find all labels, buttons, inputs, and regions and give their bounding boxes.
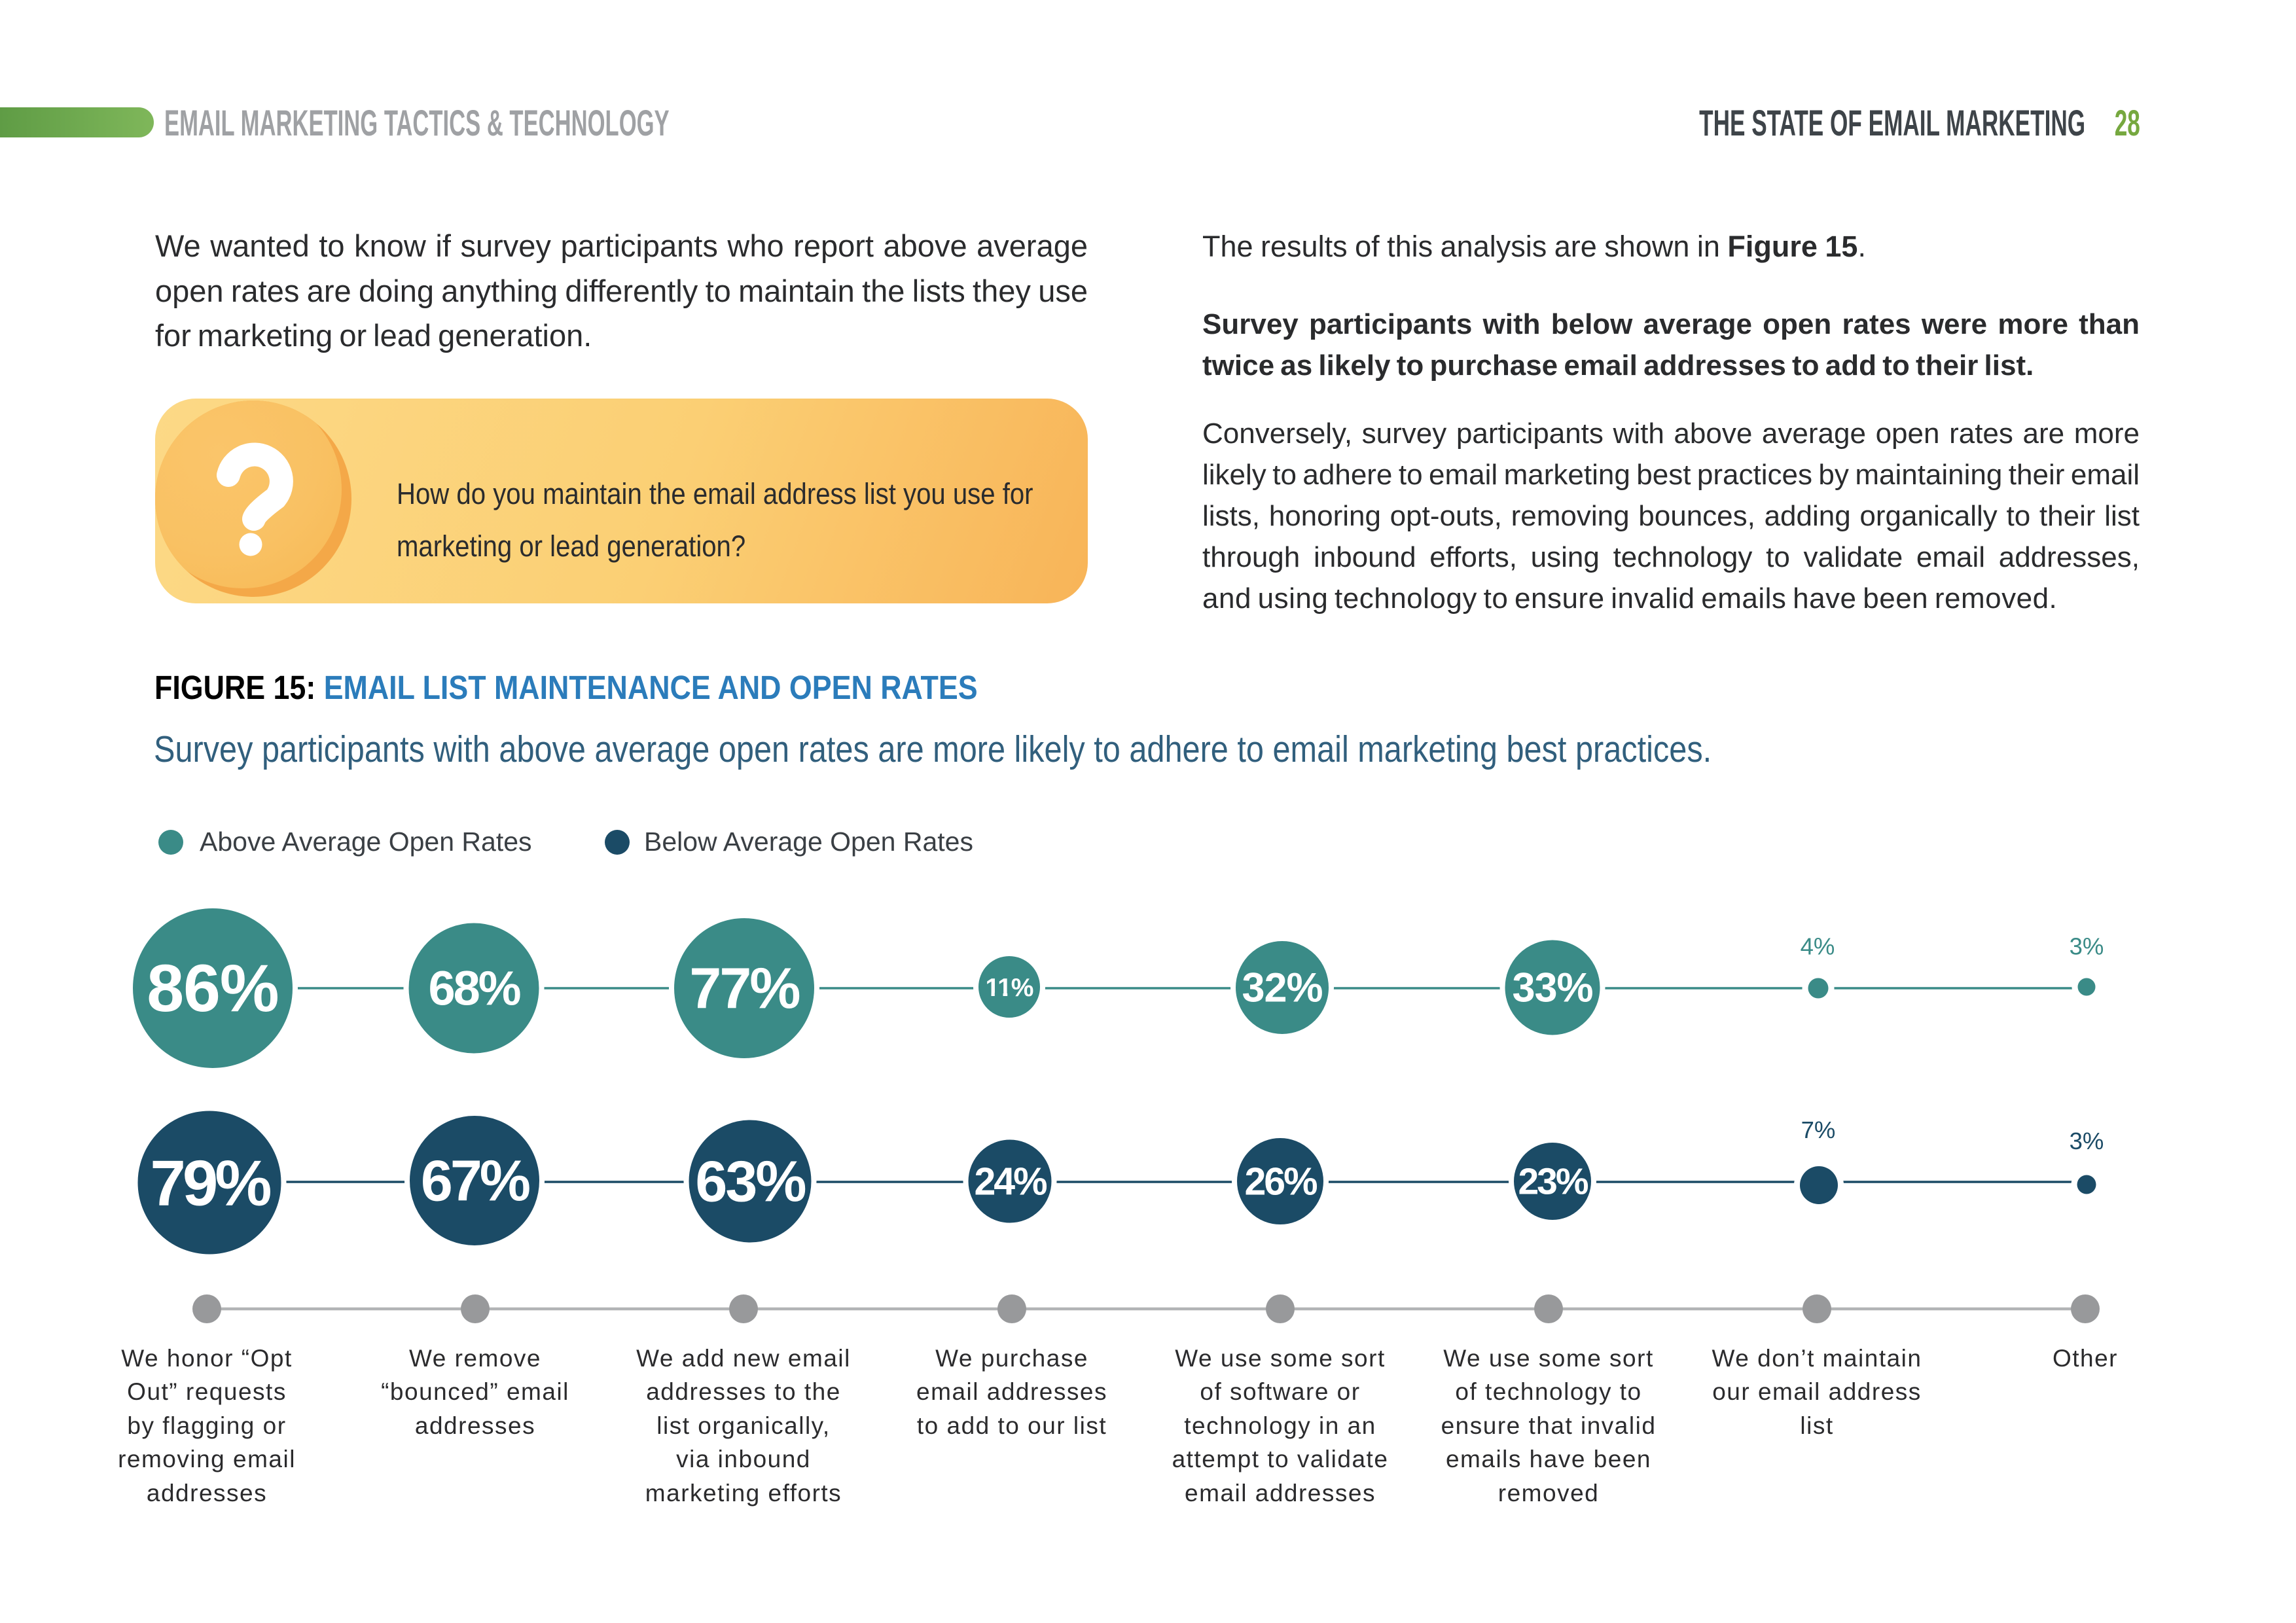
svg-text:77%: 77% bbox=[689, 955, 799, 1020]
svg-text:3%: 3% bbox=[2070, 1128, 2104, 1154]
svg-text:32%: 32% bbox=[1242, 965, 1322, 1011]
svg-text:68%: 68% bbox=[428, 961, 520, 1016]
svg-text:67%: 67% bbox=[421, 1148, 529, 1213]
svg-text:4%: 4% bbox=[1801, 933, 1835, 960]
svg-text:3%: 3% bbox=[2070, 933, 2104, 960]
svg-text:23%: 23% bbox=[1518, 1161, 1588, 1203]
svg-text:33%: 33% bbox=[1512, 965, 1592, 1011]
svg-text:7%: 7% bbox=[1801, 1116, 1836, 1143]
svg-text:11%: 11% bbox=[986, 974, 1033, 1002]
svg-text:63%: 63% bbox=[695, 1149, 805, 1213]
svg-text:79%: 79% bbox=[150, 1147, 270, 1219]
svg-text:26%: 26% bbox=[1244, 1160, 1317, 1203]
svg-text:86%: 86% bbox=[147, 951, 278, 1026]
svg-text:24%: 24% bbox=[974, 1160, 1047, 1203]
